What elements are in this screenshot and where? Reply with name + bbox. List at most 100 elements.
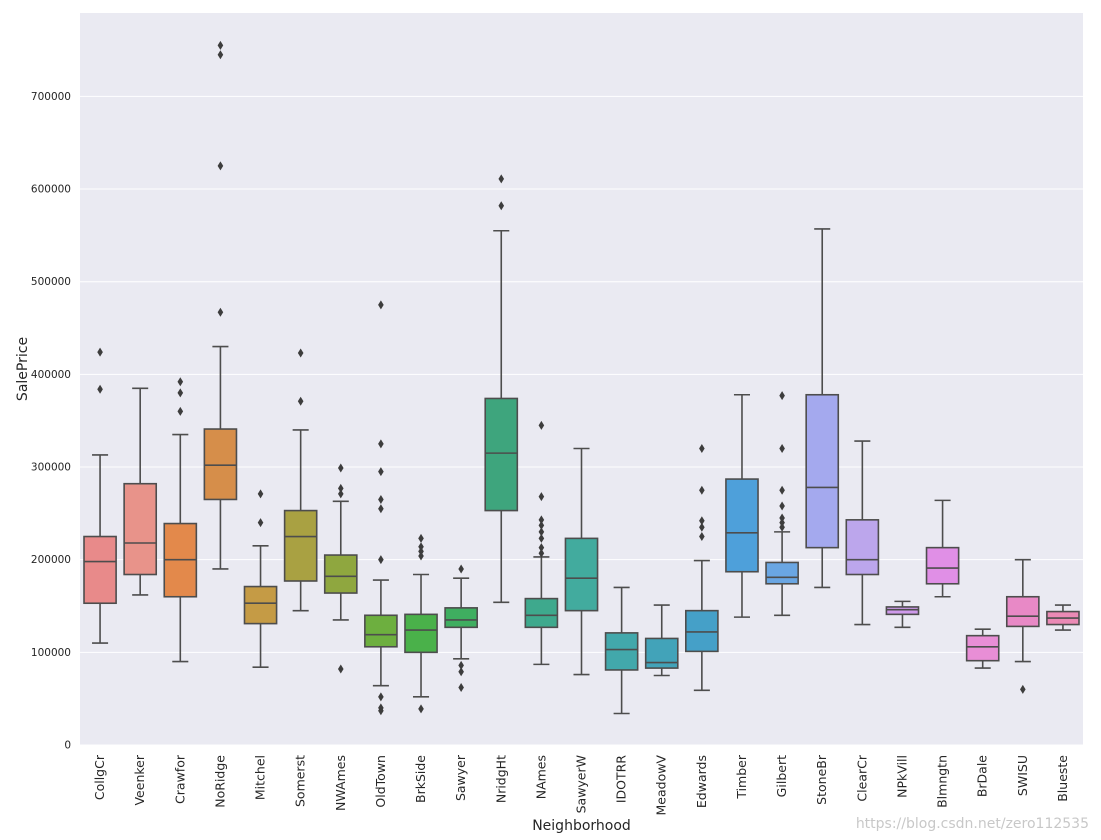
x-tick-label: StoneBr [814, 754, 829, 805]
outlier-point [337, 489, 344, 499]
outlier-point [699, 485, 705, 495]
x-tick-label: Timber [734, 754, 749, 800]
box-iqr [845, 519, 880, 576]
box-NridgHt: NridgHt [484, 174, 519, 803]
box-iqr [965, 634, 1000, 662]
outlier-point [779, 522, 785, 532]
x-tick-label: NAmes [533, 755, 548, 799]
outlier-point [378, 467, 384, 477]
outlier-point [458, 667, 464, 677]
outlier-point [378, 703, 384, 713]
box-Mitchel: Mitchel [243, 489, 278, 800]
box-iqr [283, 509, 318, 582]
outlier-point [418, 546, 424, 556]
x-tick-label: Gilbert [774, 755, 789, 797]
box-iqr [404, 613, 438, 654]
box-iqr [484, 397, 519, 512]
box-iqr [725, 478, 759, 573]
outlier-point [257, 518, 264, 528]
outlier-point [538, 527, 545, 537]
box-IDOTRR: IDOTRR [604, 586, 639, 803]
outlier-point [498, 201, 505, 211]
box-NWAmes: NWAmes [323, 463, 358, 811]
box-Sawyer: Sawyer [444, 564, 478, 801]
x-tick-label: Somerst [293, 755, 308, 807]
x-tick-label: MeadowV [654, 755, 669, 816]
outlier-point [97, 384, 103, 394]
x-tick-label: SWISU [1015, 755, 1030, 796]
outlier-point [699, 443, 705, 453]
box-Blmngtn: Blmngtn [925, 499, 960, 808]
box-iqr [323, 554, 358, 594]
box-iqr [444, 607, 478, 629]
y-tick-label: 0 [64, 740, 71, 752]
outlier-point [458, 564, 464, 574]
outlier-point [699, 522, 705, 532]
x-tick-label: NridgHt [493, 755, 508, 803]
outlier-point [538, 533, 545, 543]
x-tick-label: Crawfor [172, 754, 187, 804]
outlier-point [378, 494, 384, 504]
x-tick-label: Blmngtn [935, 755, 950, 808]
box-iqr [805, 393, 840, 549]
outlier-point [418, 551, 424, 561]
outlier-point [418, 542, 424, 552]
box-SWISU: SWISU [1005, 558, 1040, 796]
x-tick-label: IDOTRR [614, 755, 629, 803]
outlier-point [337, 463, 344, 473]
x-tick-label: Edwards [694, 755, 709, 808]
y-tick-label: 400000 [31, 369, 71, 381]
box-iqr [564, 537, 599, 612]
outlier-point [779, 501, 785, 511]
outlier-point [458, 683, 464, 693]
outlier-point [458, 660, 464, 670]
outlier-point [177, 406, 184, 416]
x-tick-label: NWAmes [333, 755, 348, 811]
box-iqr [885, 606, 920, 616]
outlier-point [538, 492, 545, 502]
y-tick-label: 600000 [31, 184, 71, 196]
watermark-text: https://blog.csdn.net/zero112535 [855, 816, 1089, 832]
box-iqr [685, 609, 719, 653]
box-StoneBr: StoneBr [805, 228, 840, 805]
box-iqr [925, 546, 960, 585]
outlier-point [538, 420, 545, 430]
outlier-point [217, 50, 224, 60]
box-Crawfor: Crawfor [163, 377, 198, 804]
outlier-point [337, 483, 344, 493]
outlier-point [699, 532, 705, 542]
box-Timber: Timber [725, 393, 759, 800]
x-tick-label: NPkVill [894, 755, 909, 798]
outlier-point [538, 548, 545, 558]
outlier-point [538, 543, 545, 553]
box-Somerst: Somerst [283, 348, 318, 807]
x-tick-label: CollgCr [92, 754, 107, 800]
x-tick-label: BrDale [975, 755, 990, 797]
outlier-point [217, 40, 224, 50]
x-tick-label: BrkSide [413, 755, 428, 803]
outlier-point [217, 161, 224, 171]
box-Gilbert: Gilbert [765, 391, 799, 797]
outlier-point [378, 439, 384, 449]
box-iqr [644, 637, 679, 669]
x-tick-label: OldTown [373, 755, 388, 808]
outlier-point [538, 515, 545, 525]
box-SawyerW: SawyerW [564, 447, 599, 813]
x-tick-label: Blueste [1055, 755, 1070, 802]
y-tick-label: 100000 [31, 647, 71, 659]
outlier-point [418, 704, 424, 714]
outlier-point [779, 513, 785, 523]
x-tick-label: SawyerW [574, 755, 589, 813]
box-BrkSide: BrkSide [404, 533, 438, 803]
outlier-point [378, 504, 384, 514]
box-iqr [524, 597, 559, 629]
x-axis-label: Neighborhood [532, 818, 631, 834]
x-tick-label: Sawyer [453, 754, 468, 801]
outlier-point [418, 533, 424, 543]
outlier-point [779, 485, 785, 495]
box-BrDale: BrDale [965, 628, 1000, 797]
outlier-point [779, 518, 785, 528]
box-MeadowV: MeadowV [644, 604, 679, 816]
x-tick-label: ClearCr [854, 754, 869, 801]
